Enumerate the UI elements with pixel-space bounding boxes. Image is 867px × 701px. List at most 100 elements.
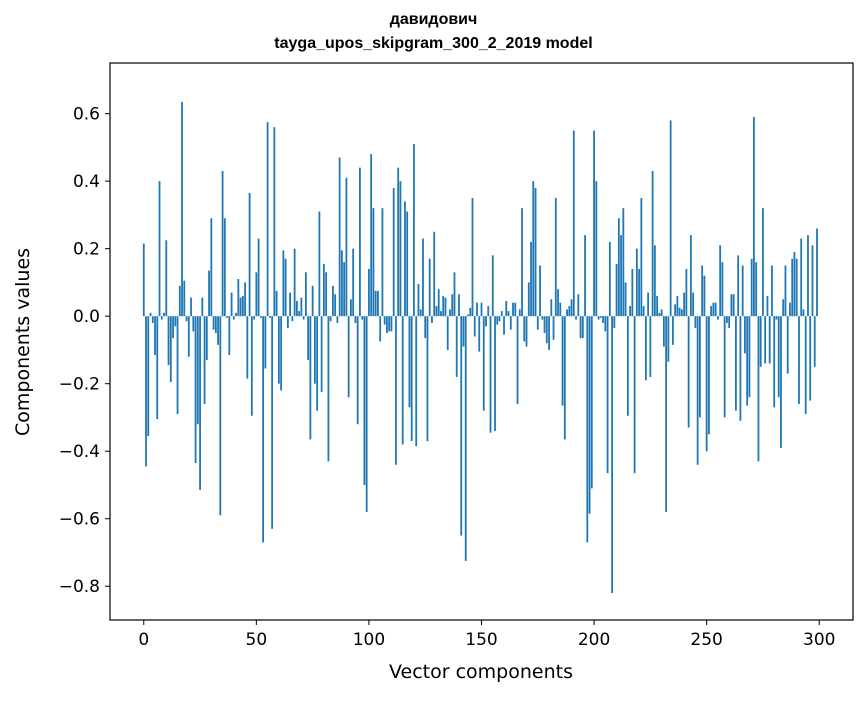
bar [811,245,814,317]
bar [327,316,330,462]
bar [467,314,469,317]
bar [458,294,460,317]
bar-group [142,101,818,593]
bar [689,235,692,317]
bar [356,316,359,425]
bar [320,316,323,393]
bar [271,316,274,529]
bar [595,181,598,317]
bar [244,282,246,317]
bar [235,312,237,317]
bar [550,299,553,317]
bar [293,248,296,317]
y-axis-ticks: −0.8 −0.6 −0.4 −0.2 0.0 0.2 0.4 0.6 [59,105,110,597]
bar [746,316,749,406]
bar [241,295,244,317]
bar [192,316,195,332]
bar [705,316,708,452]
x-tick-label: 250 [690,630,722,650]
bar [325,272,328,317]
bar [608,241,611,317]
bar [165,240,168,317]
bar [221,171,224,317]
bar [777,316,780,398]
bar [516,316,519,404]
bar [397,167,400,317]
bar [640,198,643,317]
bar [268,316,271,318]
bar [381,208,384,317]
bar [487,306,490,317]
bar [332,285,334,317]
bar [469,307,472,317]
bar [570,299,573,317]
bar [590,316,593,489]
bar [460,316,463,536]
chart-title-line-2: tayga_upos_skipgram_300_2_2019 model [274,35,593,52]
bar [512,302,514,317]
bar [782,299,785,317]
bar [683,292,686,317]
bar [741,265,744,317]
bar [379,316,382,342]
bar [638,268,641,317]
bar [417,284,420,317]
bar [514,302,517,317]
bar [692,292,695,317]
bar [408,316,411,408]
bar [383,316,386,325]
bar [642,306,645,317]
bar [494,316,496,431]
bar [708,316,710,435]
bar [266,122,269,317]
bar [368,268,370,317]
bar [539,265,541,317]
bar [606,316,609,474]
bar [730,294,733,317]
bar [807,235,809,317]
bar [239,297,242,317]
bar [185,316,188,322]
bar [710,306,713,317]
y-tick-label: −0.6 [59,510,100,530]
bar [345,177,348,317]
bar [629,306,631,317]
bar [390,316,393,332]
bar [534,187,537,317]
bar [300,297,303,317]
bar [304,272,307,317]
bar [174,316,177,327]
bar [341,250,343,317]
bar [183,280,186,317]
bar [525,316,528,347]
bar [316,316,319,411]
bar [187,316,190,357]
bar [142,243,145,317]
bar [223,218,226,317]
bar [415,316,418,447]
bar [622,208,625,317]
bar [286,316,289,328]
bar [613,316,616,328]
bar [543,316,546,334]
bar [464,316,467,561]
bar [311,285,314,317]
bar [462,316,465,347]
bar [651,171,654,317]
bar [372,208,375,317]
bar [406,211,409,317]
bar [532,181,535,317]
bar [721,262,724,317]
bar [257,238,260,317]
bar [660,309,663,317]
bar [451,294,454,317]
bar [669,120,672,317]
bar [228,316,231,355]
bar [491,255,494,317]
bar [237,279,240,317]
x-tick-label: 100 [353,630,385,650]
bar [552,316,555,340]
bar [685,268,688,317]
bar [302,316,305,320]
